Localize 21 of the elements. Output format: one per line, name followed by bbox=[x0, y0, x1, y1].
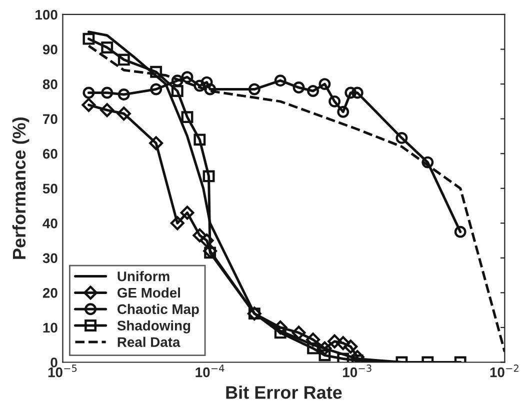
y-tick-label: 60 bbox=[42, 148, 58, 159]
x-tick-label: 10$^{−3}$ bbox=[343, 364, 372, 378]
y-tick-label: 90 bbox=[42, 44, 58, 54]
legend-label: GE Model bbox=[117, 287, 180, 298]
y-tick-label: 80 bbox=[42, 79, 58, 90]
y-tick-label: 50 bbox=[42, 184, 58, 194]
y-tick-label: 70 bbox=[43, 114, 58, 124]
x-axis-title: Bit Error Rate bbox=[226, 386, 342, 399]
x-tick-label: 10$^{−2}$ bbox=[490, 364, 518, 378]
x-tick-label: 10$^{−4}$ bbox=[196, 364, 224, 378]
legend-label: Shadowing bbox=[117, 320, 190, 334]
y-tick-label: 20 bbox=[42, 288, 58, 298]
y-axis-title: Performance (%) bbox=[12, 118, 30, 259]
y-tick-label: 10 bbox=[43, 322, 58, 333]
y-tick-label: 100 bbox=[36, 10, 58, 20]
y-tick-label: 40 bbox=[42, 218, 58, 228]
y-tick-label: 0 bbox=[50, 358, 58, 368]
y-tick-label: 30 bbox=[42, 253, 58, 264]
legend-label: Real Data bbox=[118, 336, 180, 348]
legend-label: Chaotic Map bbox=[117, 304, 199, 317]
legend-label: Uniform bbox=[118, 271, 170, 282]
